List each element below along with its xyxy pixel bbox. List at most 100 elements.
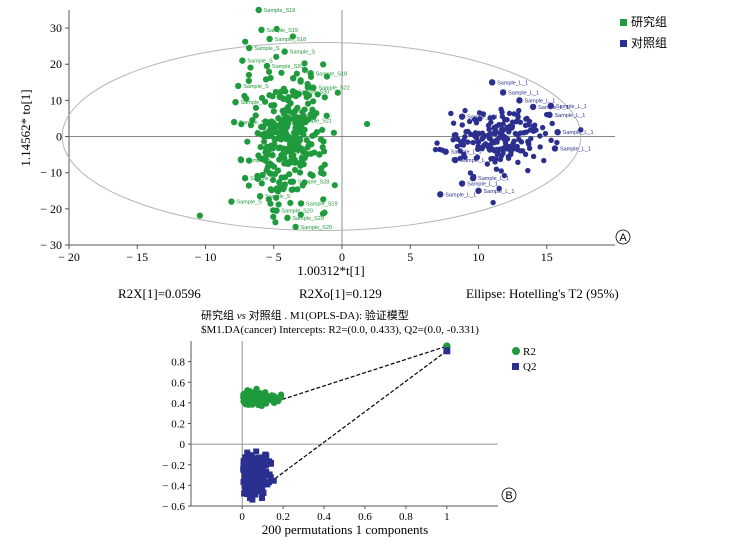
point-label: Sample_L_1 [554, 113, 585, 119]
panel-b-label: B [505, 490, 512, 502]
q2-permutation-point [253, 459, 260, 466]
q2-permutation-point [245, 488, 252, 495]
control-point [457, 148, 463, 154]
panel-a-xtick-label: 15 [541, 250, 553, 264]
labeled-point [554, 129, 561, 136]
study-point [319, 144, 326, 151]
q2-permutation-point [261, 453, 268, 460]
panel-b-ytick-label: − 0.2 [162, 460, 185, 472]
study-point [334, 89, 341, 96]
labeled-point [475, 187, 482, 194]
study-point [320, 196, 327, 203]
q2-permutation-point [250, 486, 257, 493]
panel-b-ytick-label: 0 [180, 439, 186, 451]
study-point [267, 200, 274, 207]
study-point [271, 136, 278, 143]
control-point [479, 130, 486, 136]
control-point [462, 107, 468, 114]
study-point [262, 154, 269, 161]
study-point [281, 182, 288, 189]
study-point [269, 93, 276, 100]
study-point [311, 149, 318, 156]
labeled-point [551, 145, 559, 152]
panel-a-ytick-label: 0 [56, 130, 62, 144]
panel-a-xlabel: 1.00312*t[1] [297, 263, 365, 278]
study-point [292, 124, 299, 132]
labeled-point [258, 26, 265, 34]
r2-permutation-point [240, 398, 247, 405]
control-point [549, 120, 555, 127]
panel-b-ytick-label: 0.6 [171, 377, 185, 389]
q2-permutation-point [259, 489, 266, 496]
panel-a-ytick-label: 20 [50, 57, 62, 71]
study-point [245, 182, 252, 189]
labeled-point [255, 6, 262, 14]
study-point [301, 66, 309, 74]
control-point [497, 130, 504, 137]
study-point [245, 77, 252, 85]
control-point [527, 127, 534, 133]
labeled-point [437, 191, 444, 198]
study-point [242, 38, 249, 45]
study-point [270, 163, 278, 170]
point-label: Sample_S19 [264, 8, 296, 14]
point-label: Sample_S29 [290, 151, 322, 157]
point-label: Sample_S29 [292, 216, 324, 222]
study-point [321, 161, 328, 168]
point-label: Sample_L_1 [484, 189, 515, 195]
point-label: Sample_S [247, 59, 273, 65]
r2-permutation-point [274, 397, 282, 405]
control-point [457, 155, 463, 162]
study-point [331, 182, 338, 189]
title-vs: vs [237, 310, 246, 322]
labeled-point [499, 89, 507, 96]
study-point [280, 95, 287, 103]
study-point [291, 166, 299, 174]
study-point [249, 116, 256, 124]
study-point [297, 160, 304, 167]
point-label: Sample_S30 [298, 89, 330, 95]
study-point [309, 106, 316, 113]
study-point [263, 167, 270, 174]
study-point [283, 136, 290, 143]
study-point [363, 120, 371, 128]
labeled-point [458, 180, 466, 187]
q2-permutation-point [266, 479, 273, 486]
study-point [282, 174, 289, 181]
study-point [297, 211, 304, 218]
control-point [501, 126, 507, 133]
labeled-point [228, 198, 235, 205]
study-point [252, 104, 260, 111]
q2-permutation-point [249, 493, 256, 500]
legend-study-marker [620, 19, 627, 26]
control-point [578, 127, 584, 133]
panel-a-ytick-label: 30 [50, 21, 62, 35]
labeled-point [458, 113, 466, 120]
point-label: Sample_L_1 [560, 146, 591, 152]
q2-permutation-point [262, 462, 269, 469]
study-point [270, 213, 277, 220]
study-point [301, 60, 308, 67]
labeled-point [442, 148, 449, 155]
q2-permutation-point [249, 462, 256, 469]
control-point [450, 120, 457, 126]
point-label: Sample_L_1 [460, 158, 491, 164]
panel-a-label-circle [615, 229, 631, 245]
labeled-point [237, 156, 245, 164]
panel-b-xtick-label: 1 [444, 511, 450, 523]
q2-permutation-point [262, 469, 269, 476]
q2-permutation-point [260, 475, 267, 482]
point-label: Sample_L_1 [508, 90, 539, 96]
labeled-point [469, 174, 477, 182]
panel-b-points [240, 342, 451, 503]
study-point [270, 108, 277, 115]
panel-b-permutation-plot: 研究组 vs 对照组 . M1(OPLS-DA): 验证模型 $M1.DA(ca… [162, 308, 536, 537]
point-label: Sample_L_1 [467, 115, 498, 121]
study-point [196, 212, 203, 219]
q2-permutation-point [245, 452, 252, 459]
study-point [281, 155, 288, 162]
point-label: Sample_L_1 [538, 105, 569, 111]
labeled-point [292, 223, 299, 231]
control-point [434, 140, 440, 146]
